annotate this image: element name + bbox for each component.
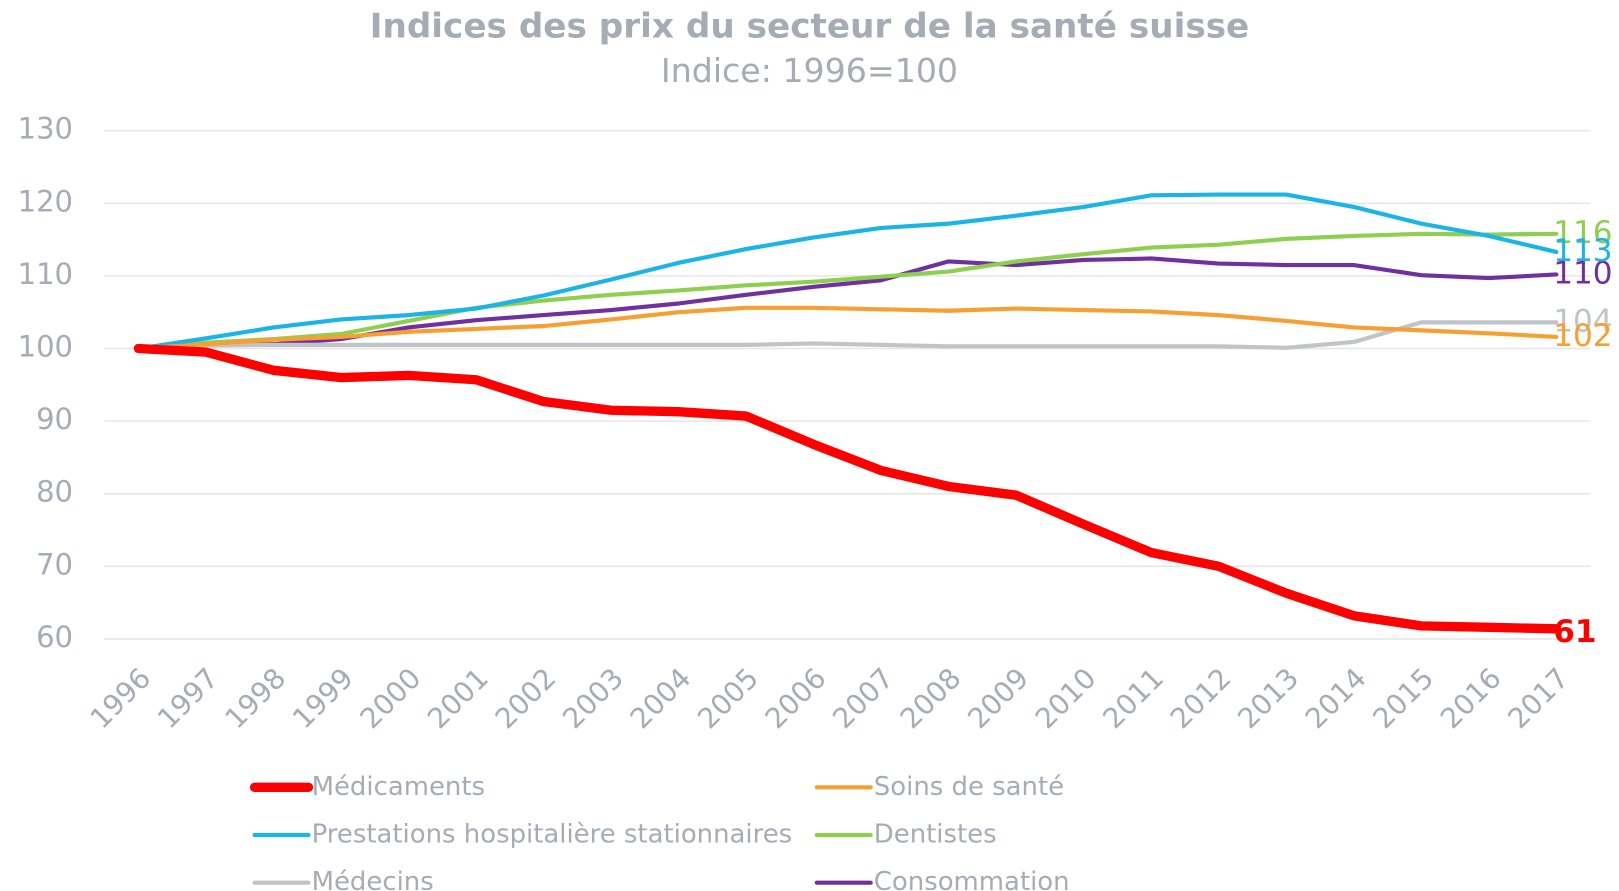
x-tick-label: 2001 [421,661,495,735]
legend-label: Consommation [874,867,1070,891]
chart-title: Indices des prix du secteur de la santé … [370,7,1250,47]
series-line [136,320,1559,351]
data-label: 61 [1553,614,1596,650]
y-tick-label: 60 [36,620,73,654]
series-line [136,231,1559,351]
y-tick-label: 80 [36,475,73,509]
x-tick-label: 2003 [556,661,630,735]
series-line [136,192,1559,351]
x-tick-label: 1997 [151,661,225,735]
series-line [133,343,1561,634]
x-tick-label: 2016 [1434,661,1508,735]
y-tick-label: 100 [18,330,73,364]
legend-label: Dentistes [874,819,997,849]
x-tick-label: 2011 [1096,661,1170,735]
x-tick-label: 1996 [84,661,158,735]
x-tick-label: 1998 [219,661,293,735]
data-label: 113 [1553,233,1612,269]
y-tick-label: 130 [18,112,73,146]
y-tick-label: 90 [36,402,73,436]
x-tick-label: 2005 [691,661,765,735]
legend-label: Médicaments [312,772,485,802]
x-tick-label: 2004 [624,661,698,735]
x-tick-label: 2007 [826,661,900,735]
legend-label: Prestations hospitalière stationnaires [312,819,793,849]
data-label: 110 [1553,255,1612,291]
x-tick-label: 2006 [759,661,833,735]
y-tick-label: 110 [18,257,73,291]
data-label: 116 [1553,215,1612,251]
data-label: 104 [1553,303,1612,339]
x-tick-label: 1999 [286,661,360,735]
x-tick-label: 2015 [1366,661,1440,735]
x-tick-label: 2000 [354,661,428,735]
x-tick-label: 2009 [961,661,1035,735]
x-tick-label: 2010 [1029,661,1103,735]
data-label: 102 [1553,318,1612,354]
y-tick-label: 70 [36,547,73,581]
legend-label: Soins de santé [874,772,1064,802]
x-tick-label: 2002 [489,661,563,735]
x-tick-label: 2008 [894,661,968,735]
series-line [136,305,1559,351]
legend-label: Médecins [312,867,434,891]
chart-subtitle: Indice: 1996=100 [661,51,958,90]
x-tick-label: 2013 [1231,661,1305,735]
x-tick-label: 2017 [1501,661,1575,735]
y-tick-label: 120 [18,184,73,218]
x-tick-label: 2014 [1299,661,1373,735]
x-tick-label: 2012 [1164,661,1238,735]
